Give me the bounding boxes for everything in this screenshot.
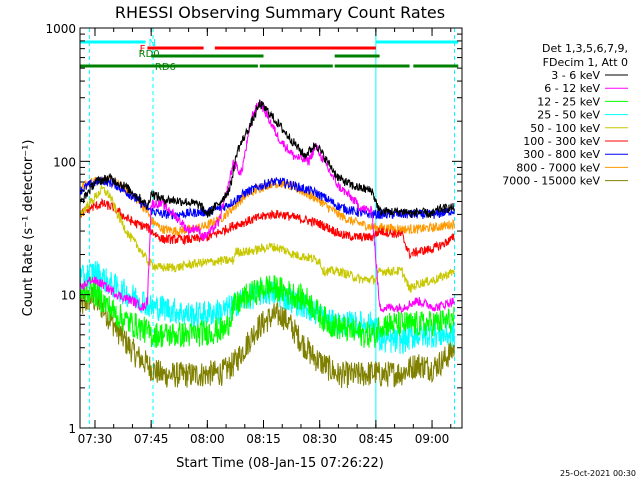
legend-header-line-1: Det 1,3,5,6,7,9, [542,42,628,55]
y-tick-label: 1000 [45,22,76,36]
status-bar-label: RD0 [139,49,160,60]
legend-label: 7000 - 15000 keV [502,175,600,188]
legend-label: 6 - 12 keV [544,82,600,95]
x-tick-label: 07:45 [134,432,169,446]
footer-timestamp: 25-Oct-2021 00:30 [560,469,636,478]
status-bar-label: RD6 [155,62,176,73]
chart-title: RHESSI Observing Summary Count Rates [115,3,445,22]
series-line [79,175,455,237]
x-tick-label: 08:45 [359,432,394,446]
legend-label: 800 - 7000 keV [516,161,600,174]
y-tick-label: 1 [68,422,76,436]
y-axis-label: Count Rate (s⁻¹ detector⁻¹) [21,140,36,317]
x-tick-label: 08:00 [190,432,225,446]
x-tick-label: 08:15 [246,432,281,446]
legend-label: 3 - 6 keV [551,69,600,82]
legend-header-line-2: FDecim 1, Att 0 [543,56,628,69]
status-bar-label: F [140,44,146,55]
legend-label: 25 - 50 keV [537,109,600,122]
y-tick-label: 100 [53,155,76,169]
y-tick-label: 10 [61,289,76,303]
legend-label: 100 - 300 keV [523,135,600,148]
x-axis-label: Start Time (08-Jan-15 07:26:22) [176,456,384,471]
plot-frame [79,27,463,429]
series-line [79,99,455,219]
x-tick-label: 08:30 [302,432,337,446]
x-tick-label: 07:30 [78,432,113,446]
series-line [79,286,455,389]
legend-label: 300 - 800 keV [523,148,600,161]
series-line [79,99,455,314]
x-tick-label: 09:00 [415,432,450,446]
series-line [79,197,455,260]
legend-label: 50 - 100 keV [530,122,600,135]
series-line [79,184,455,293]
series-line [79,275,455,348]
legend-label: 12 - 25 keV [537,95,600,108]
status-bar-label: N [149,38,156,49]
